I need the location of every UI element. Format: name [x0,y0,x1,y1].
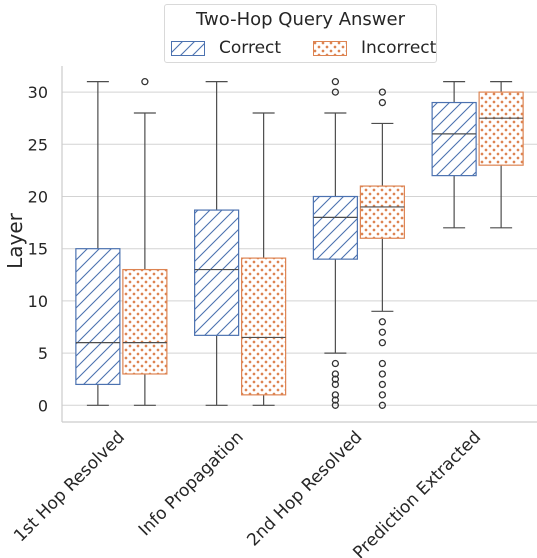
box-correct-2-outlier-3 [331,380,340,389]
box-correct-2 [312,195,358,260]
x-tick-label-3: Prediction Extracted [349,427,485,558]
y-tick-label-15: 15 [28,240,48,259]
box-incorrect-2-outlier-6 [378,328,387,336]
box-incorrect-2-outlier-8 [378,98,387,107]
box-incorrect-2-outlier-1 [378,391,387,399]
box-correct-1 [194,209,240,336]
box-incorrect-0-outlier-0 [141,78,149,86]
box-correct-2-outlier-7 [331,88,340,96]
box-correct-2-outlier-5 [331,370,340,378]
box-incorrect-2-outlier-5 [378,339,387,347]
legend-label-correct: Correct [219,38,282,58]
x-tick-label-1: Info Propagation [135,427,248,540]
legend-swatch-correct [171,40,205,56]
box-incorrect-1 [241,257,287,396]
y-tick-label-10: 10 [28,292,48,311]
box-correct-2-outlier-8 [331,78,340,86]
y-tick-label-0: 0 [38,396,48,415]
legend-item-correct: Correct [171,38,281,58]
y-tick-label-5: 5 [38,344,48,363]
legend-title: Two-Hop Query Answer [196,9,405,30]
box-correct-2-outlier-6 [331,359,340,368]
box-incorrect-2-outlier-2 [378,380,387,389]
box-incorrect-0 [122,268,168,375]
y-axis-label: Layer [3,212,27,269]
box-correct-2-outlier-2 [331,391,340,399]
box-incorrect-2 [359,185,405,239]
box-incorrect-2-outlier-0 [378,401,387,409]
legend-label-incorrect: Incorrect [361,38,437,58]
box-incorrect-2-outlier-4 [378,359,387,368]
y-tick-label-20: 20 [28,187,48,206]
box-correct-2-outlier-4 [331,375,340,383]
legend-item-incorrect: Incorrect [313,38,436,58]
box-incorrect-2-outlier-9 [378,88,387,96]
y-tick-label-30: 30 [28,83,48,102]
box-correct-3 [431,101,477,177]
x-tick-label-2: 2nd Hop Resolved [243,427,366,550]
box-correct-2-outlier-1 [331,396,340,404]
box-incorrect-3 [478,91,524,166]
box-incorrect-2-outlier-7 [378,318,387,326]
box-correct-0 [75,248,121,386]
box-correct-2-outlier-0 [331,401,340,409]
legend-swatch-incorrect [313,40,347,56]
box-incorrect-2-outlier-3 [378,370,387,378]
x-tick-label-0: 1st Hop Resolved [10,427,129,546]
legend: Two-Hop Query Answer Correct Incorrect [164,4,437,63]
y-tick-label-25: 25 [28,135,48,154]
